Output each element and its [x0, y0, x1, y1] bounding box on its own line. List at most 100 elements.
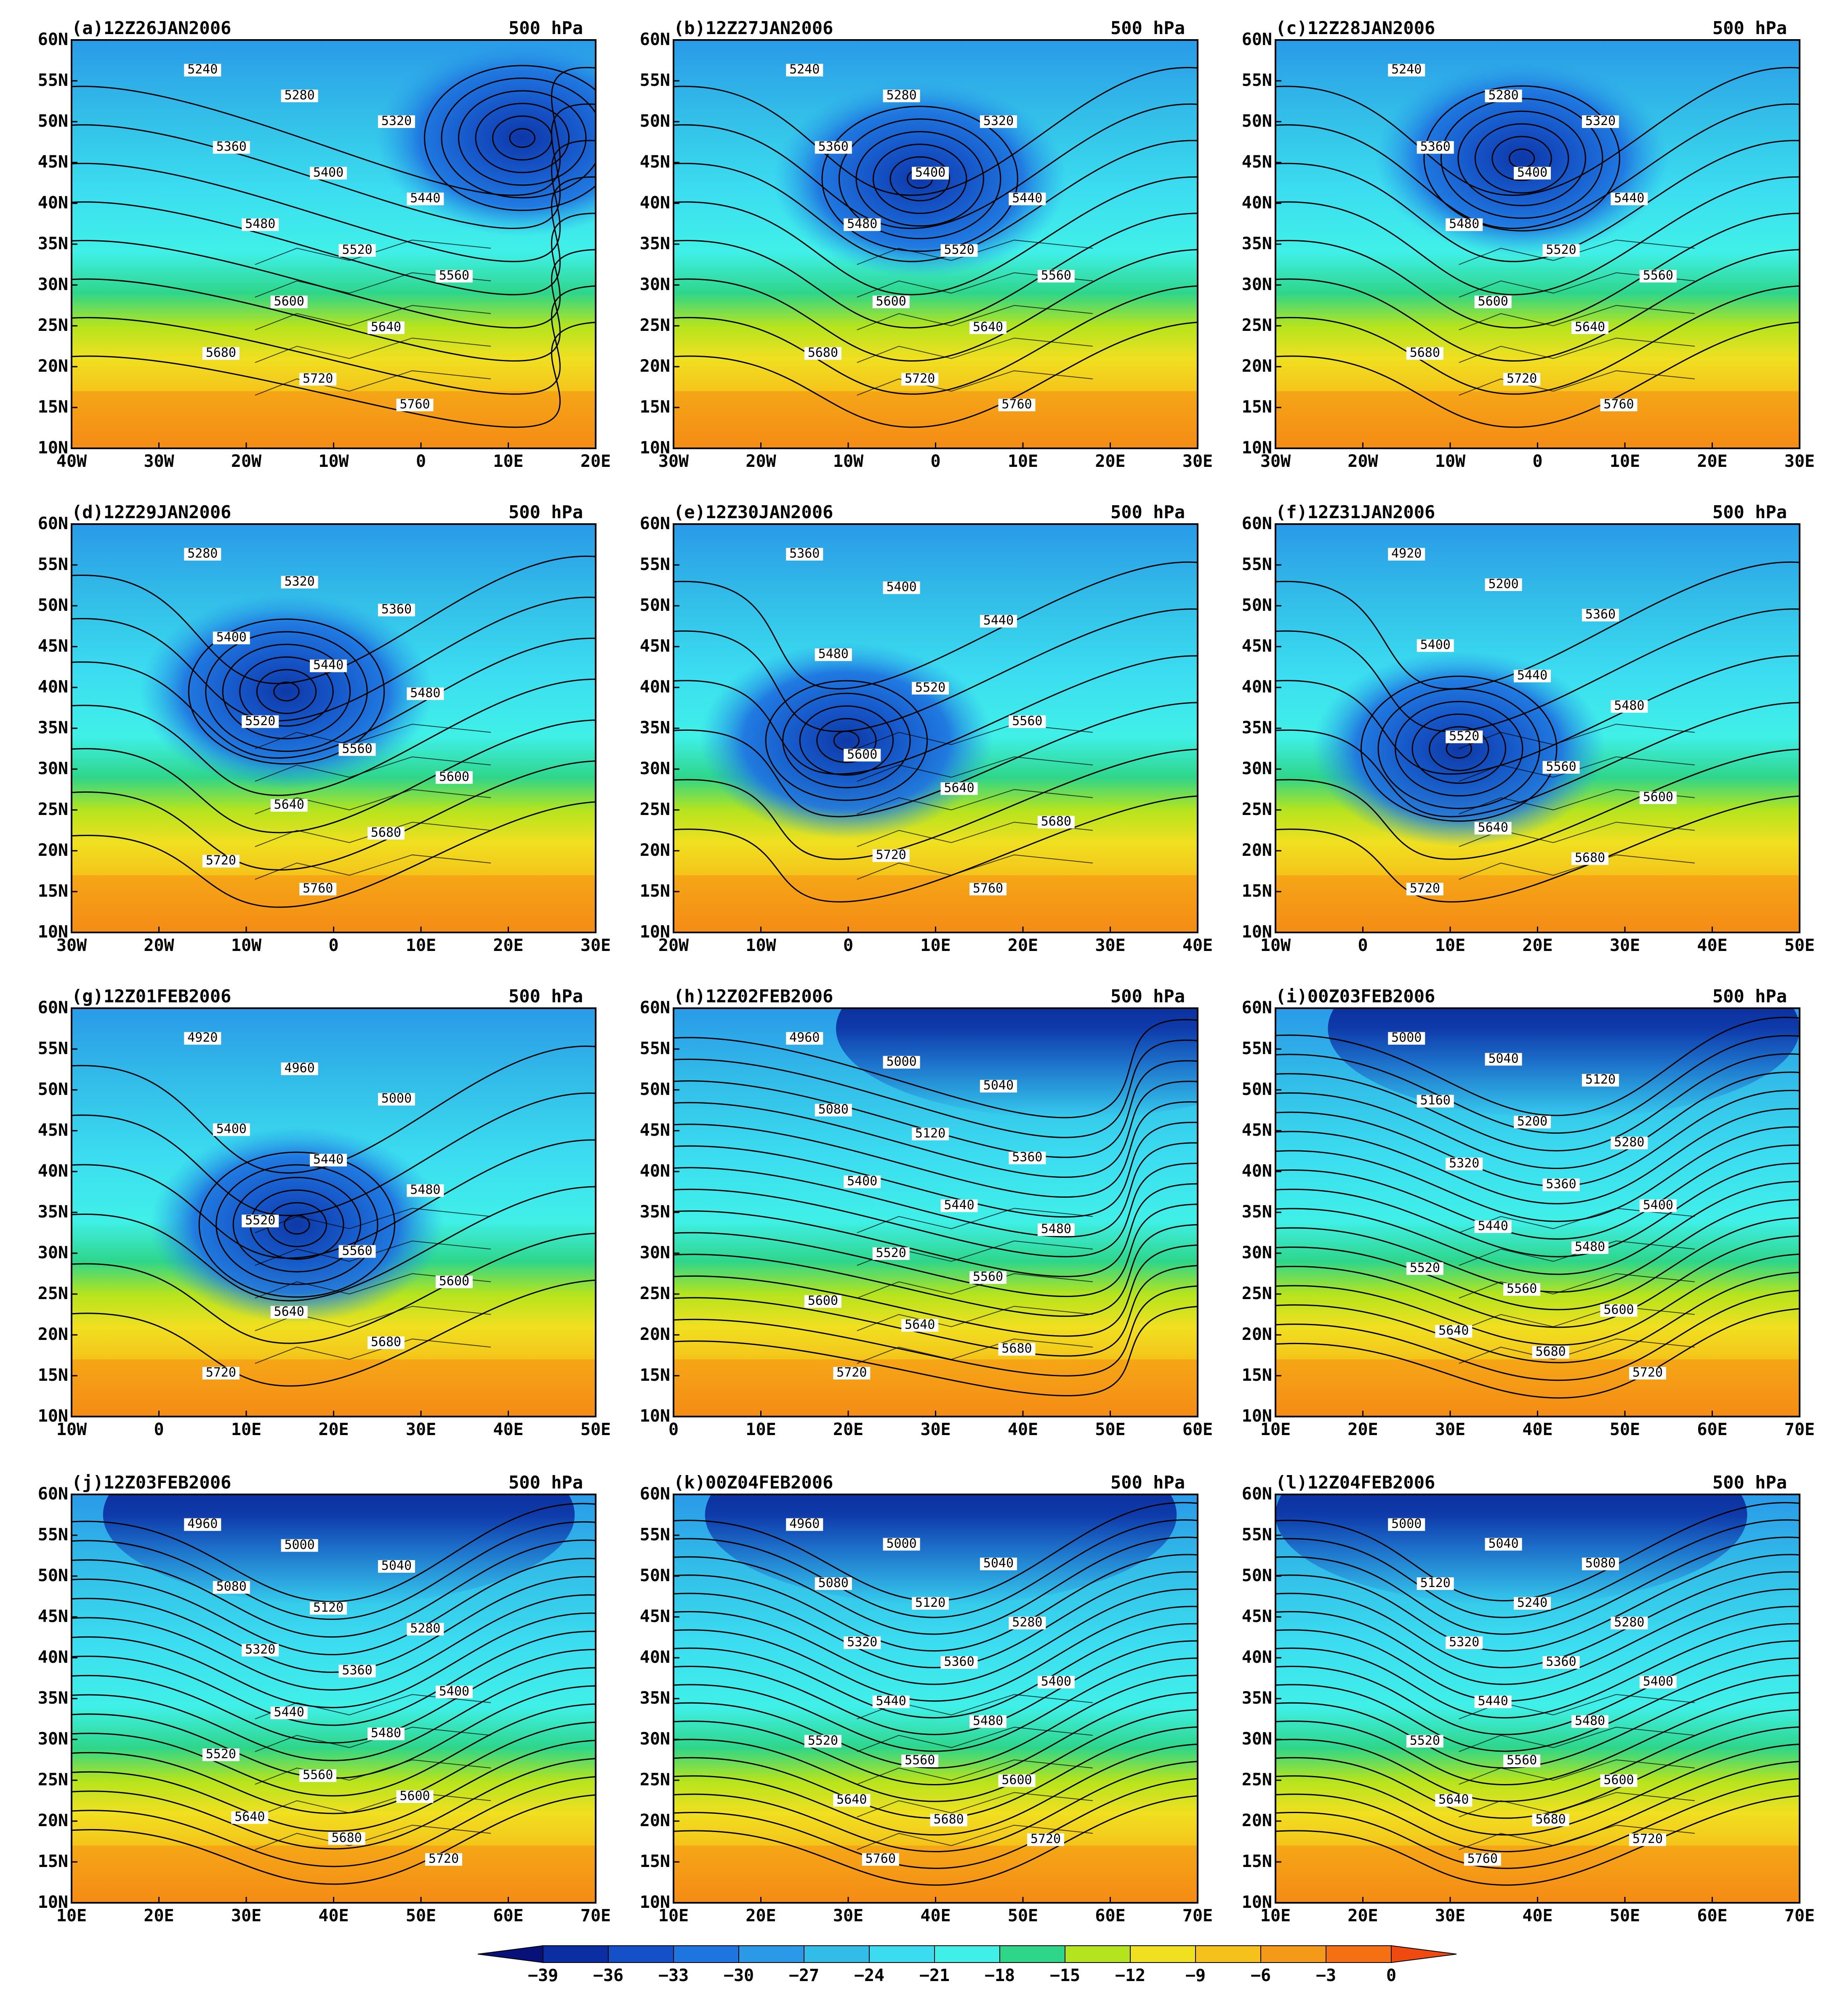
lat-tick-label: 20N — [38, 357, 68, 376]
lat-tick-label: 45N — [640, 636, 670, 656]
lat-tick-label: 40N — [38, 193, 68, 213]
lat-tick-label: 30N — [38, 275, 68, 294]
contour-label: 5680 — [1536, 1812, 1566, 1827]
contour-label: 5440 — [1478, 1694, 1508, 1709]
lat-tick-label: 30N — [640, 759, 670, 778]
lon-tick-label: 10W — [231, 936, 262, 955]
lat-tick-label: 10N — [1242, 1406, 1272, 1426]
lon-tick-label: 50E — [1610, 1906, 1640, 1925]
lon-tick-label: 20W — [231, 452, 262, 471]
contour-label: 5760 — [973, 881, 1003, 896]
lat-tick-label: 55N — [1242, 1525, 1272, 1545]
lat-tick-label: 45N — [38, 1607, 68, 1626]
contour-labels: 4920 4960 5000 5400 5440 5480 5520 5560 5600 5640… — [184, 1031, 473, 1380]
contour-label: 5600 — [1643, 790, 1673, 804]
lat-tick-label: 35N — [1242, 1688, 1272, 1708]
contour-labels: 5240 5280 5320 5360 5400 5440 5480 5520 5560 5600… — [1388, 62, 1677, 412]
map-panel: 4960 5000 5040 5080 5120 5280 5320 5360 5400 5440… — [640, 1472, 1213, 1925]
contour-label: 5080 — [1585, 1556, 1616, 1571]
lon-tick-label: 10E — [1260, 1906, 1291, 1925]
contour-label: 5640 — [1478, 820, 1508, 835]
lat-tick-label: 45N — [38, 1121, 68, 1140]
map-panel: 5360 5400 5440 5480 5520 5560 5600 5640 5680 5720… — [640, 502, 1213, 955]
lon-tick-label: 40E — [493, 1420, 523, 1439]
contour-label: 5320 — [381, 114, 412, 128]
panel-title: (g)12Z01FEB2006 — [72, 986, 231, 1007]
lat-tick-label: 55N — [38, 71, 68, 90]
map-panel: 4920 5200 5360 5400 5440 5480 5520 5560 5600 5640… — [1242, 502, 1815, 955]
height-contours — [72, 1503, 596, 1885]
panel-title: (i)00Z03FEB2006 — [1275, 986, 1435, 1007]
lat-tick-label: 20N — [640, 1325, 670, 1344]
lat-tick-label: 35N — [1242, 718, 1272, 738]
map-panel: 4960 5000 5040 5080 5120 5360 5400 5440 5480 5520… — [640, 986, 1213, 1439]
contour-label: 5120 — [313, 1600, 344, 1615]
contour-labels: 4920 5200 5360 5400 5440 5480 5520 5560 5600 5640… — [1388, 546, 1677, 896]
contour-label: 5600 — [847, 747, 877, 762]
lon-tick-label: 10E — [1008, 452, 1038, 471]
lon-tick-label: 10E — [658, 1906, 689, 1925]
lon-tick-label: 30W — [1260, 452, 1291, 471]
height-contours — [1275, 67, 1800, 428]
lat-tick-label: 45N — [38, 636, 68, 656]
lon-tick-label: 0 — [416, 452, 426, 471]
contour-label: 5680 — [332, 1830, 362, 1845]
lat-tick-label: 10N — [1242, 922, 1272, 942]
contour-label: 5480 — [410, 686, 440, 700]
lat-tick-label: 15N — [38, 881, 68, 901]
lon-tick-label: 30E — [231, 1906, 261, 1925]
contour-labels: 4960 5000 5040 5080 5120 5280 5320 5360 5400 5440… — [786, 1517, 1075, 1866]
lat-tick-label: 35N — [640, 718, 670, 738]
lon-tick-label: 30E — [1610, 936, 1640, 955]
contour-label: 5720 — [429, 1851, 459, 1866]
colorbar-tick-label: −27 — [789, 1966, 819, 1985]
contour-label: 5560 — [342, 742, 372, 756]
lat-tick-label: 20N — [38, 1811, 68, 1830]
lat-tick-label: 30N — [640, 275, 670, 294]
contour-labels: 5240 5280 5320 5360 5400 5440 5480 5520 5560 5600… — [786, 62, 1075, 412]
contour-label: 5280 — [1012, 1615, 1042, 1630]
contour-label: 5640 — [944, 780, 974, 795]
contour-label: 5360 — [944, 1654, 974, 1669]
lat-tick-label: 55N — [640, 1039, 670, 1058]
lat-tick-label: 55N — [38, 555, 68, 574]
colorbar-swatch — [1260, 1945, 1326, 1963]
lat-tick-label: 15N — [38, 1852, 68, 1871]
lat-tick-label: 40N — [1242, 1648, 1272, 1667]
contour-label: 5400 — [915, 165, 945, 180]
contour-label: 5360 — [1420, 139, 1451, 154]
pressure-level-label: 500 hPa — [1712, 1472, 1787, 1493]
lon-tick-label: 40E — [1522, 1420, 1552, 1439]
contour-label: 5720 — [206, 853, 236, 868]
lat-tick-label: 15N — [1242, 881, 1272, 901]
contour-label: 5720 — [1632, 1365, 1663, 1380]
contour-label: 5280 — [1614, 1135, 1644, 1150]
lat-tick-label: 10N — [38, 438, 68, 458]
lon-tick-label: 10W — [318, 452, 349, 471]
contour-label: 5640 — [905, 1317, 935, 1332]
lat-tick-label: 55N — [640, 71, 670, 90]
contour-label: 5520 — [1410, 1260, 1440, 1275]
lon-tick-label: 20E — [1522, 936, 1552, 955]
lon-tick-label: 20E — [580, 452, 611, 471]
colorbar-swatch — [934, 1945, 1000, 1963]
lat-tick-label: 10N — [640, 1406, 670, 1426]
contour-label: 5080 — [818, 1102, 849, 1117]
lat-tick-label: 25N — [640, 1284, 670, 1303]
contour-label: 5480 — [1041, 1222, 1071, 1236]
lon-tick-label: 50E — [1610, 1420, 1640, 1439]
lat-tick-label: 40N — [38, 677, 68, 697]
lon-tick-label: 60E — [1697, 1906, 1727, 1925]
contour-label: 5680 — [1536, 1344, 1566, 1359]
contour-label: 5200 — [1517, 1114, 1547, 1129]
lat-tick-label: 40N — [38, 1648, 68, 1667]
lat-tick-label: 25N — [1242, 800, 1272, 819]
lat-tick-label: 30N — [640, 1243, 670, 1262]
lat-tick-label: 60N — [640, 1484, 670, 1504]
contour-label: 5000 — [284, 1537, 314, 1552]
lat-tick-label: 55N — [640, 555, 670, 574]
cold-pool — [103, 1494, 575, 1605]
lat-tick-label: 10N — [38, 1893, 68, 1912]
lat-tick-label: 10N — [38, 922, 68, 942]
contour-labels: 5240 5280 5320 5360 5400 5440 5480 5520 5560 5600… — [184, 62, 473, 412]
